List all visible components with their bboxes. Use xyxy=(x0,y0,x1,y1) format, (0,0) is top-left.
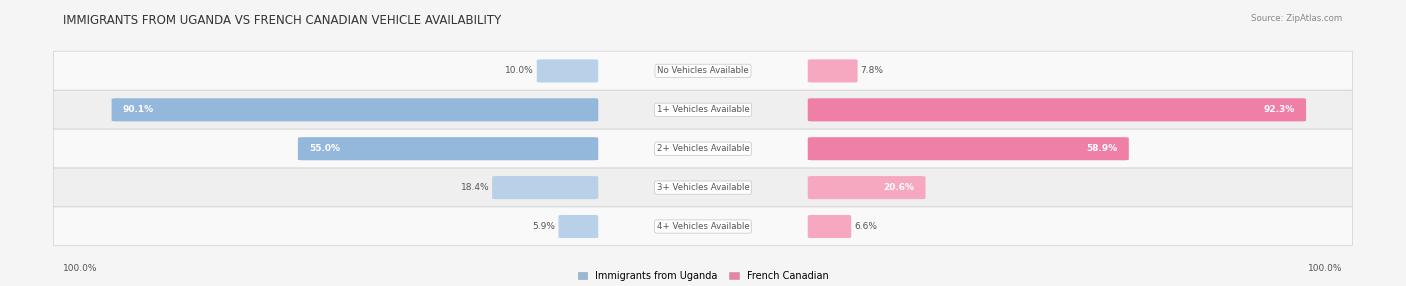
Text: 20.6%: 20.6% xyxy=(883,183,914,192)
FancyBboxPatch shape xyxy=(808,215,851,238)
Text: 58.9%: 58.9% xyxy=(1087,144,1118,153)
FancyBboxPatch shape xyxy=(53,90,1353,129)
Text: 2+ Vehicles Available: 2+ Vehicles Available xyxy=(657,144,749,153)
Text: 18.4%: 18.4% xyxy=(461,183,489,192)
FancyBboxPatch shape xyxy=(808,59,858,82)
FancyBboxPatch shape xyxy=(53,129,1353,168)
Text: 10.0%: 10.0% xyxy=(505,66,534,76)
FancyBboxPatch shape xyxy=(808,176,925,199)
Text: 5.9%: 5.9% xyxy=(533,222,555,231)
FancyBboxPatch shape xyxy=(492,176,599,199)
Legend: Immigrants from Uganda, French Canadian: Immigrants from Uganda, French Canadian xyxy=(578,271,828,281)
FancyBboxPatch shape xyxy=(808,98,1306,121)
FancyBboxPatch shape xyxy=(808,137,1129,160)
Text: 7.8%: 7.8% xyxy=(860,66,883,76)
FancyBboxPatch shape xyxy=(53,51,1353,90)
Text: No Vehicles Available: No Vehicles Available xyxy=(657,66,749,76)
FancyBboxPatch shape xyxy=(111,98,599,121)
Text: 6.6%: 6.6% xyxy=(853,222,877,231)
FancyBboxPatch shape xyxy=(537,59,599,82)
Text: Source: ZipAtlas.com: Source: ZipAtlas.com xyxy=(1251,14,1343,23)
Text: 1+ Vehicles Available: 1+ Vehicles Available xyxy=(657,105,749,114)
FancyBboxPatch shape xyxy=(558,215,599,238)
Text: 4+ Vehicles Available: 4+ Vehicles Available xyxy=(657,222,749,231)
FancyBboxPatch shape xyxy=(298,137,599,160)
Text: 3+ Vehicles Available: 3+ Vehicles Available xyxy=(657,183,749,192)
Text: IMMIGRANTS FROM UGANDA VS FRENCH CANADIAN VEHICLE AVAILABILITY: IMMIGRANTS FROM UGANDA VS FRENCH CANADIA… xyxy=(63,14,502,27)
Text: 100.0%: 100.0% xyxy=(1308,264,1343,273)
FancyBboxPatch shape xyxy=(53,168,1353,207)
Text: 55.0%: 55.0% xyxy=(309,144,340,153)
Text: 90.1%: 90.1% xyxy=(122,105,155,114)
Text: 92.3%: 92.3% xyxy=(1264,105,1295,114)
FancyBboxPatch shape xyxy=(53,207,1353,246)
Text: 100.0%: 100.0% xyxy=(63,264,98,273)
